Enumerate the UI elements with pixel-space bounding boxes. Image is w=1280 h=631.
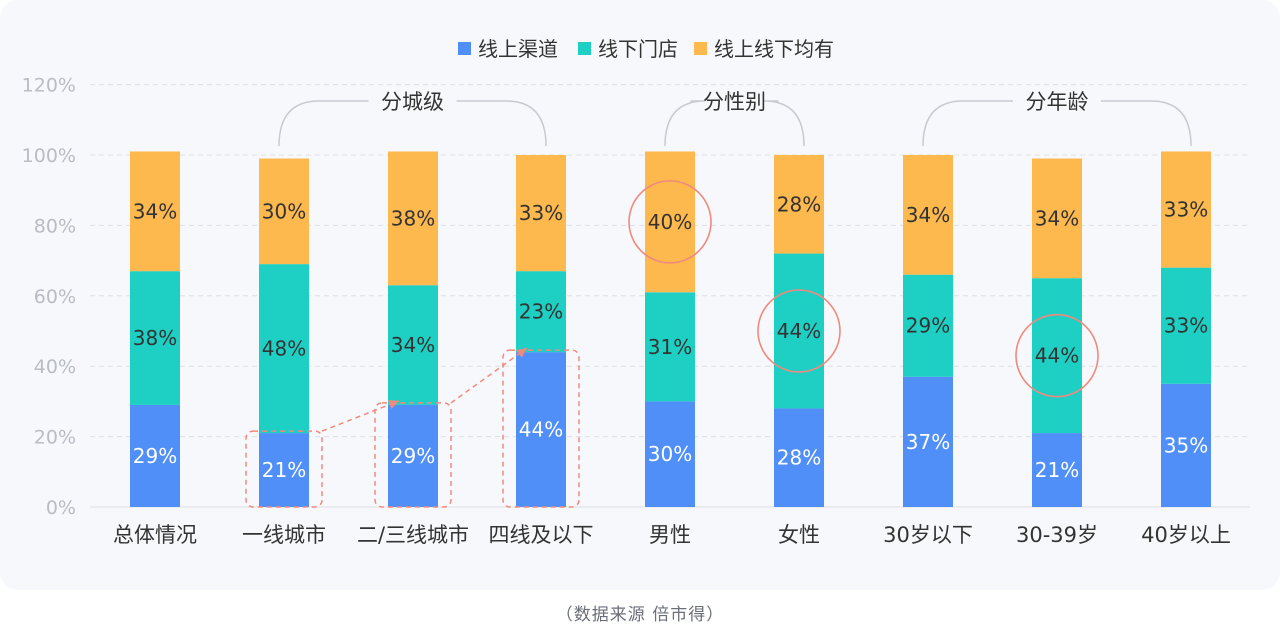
bar-segment (130, 271, 180, 405)
bar-segment (130, 404, 180, 507)
bar-segment (1032, 433, 1082, 507)
category-label: 40岁以上 (1141, 523, 1231, 547)
group-bracket (922, 100, 1013, 147)
trend-arrow-line (450, 347, 528, 404)
data-label: 48% (262, 337, 306, 361)
data-label: 28% (777, 192, 821, 216)
bar-segment (388, 285, 438, 405)
group-bracket (763, 100, 805, 147)
stacked-bar-chart: 0% 20% 40% 60% 80% 100% 120% 29% 38% 34% 总体情况 21% 48… (22, 37, 1250, 547)
y-tick-label: 60% (34, 286, 76, 308)
category-label: 一线城市 (242, 523, 326, 547)
trend-arrow-head (516, 348, 527, 358)
data-label: 37% (906, 430, 950, 454)
chart-panel: 0% 20% 40% 60% 80% 100% 120% 29% 38% 34% 总体情况 21% 48… (21, 37, 1250, 547)
category-label: 30-39岁 (1016, 523, 1098, 547)
data-label: 31% (648, 335, 692, 359)
data-label: 44% (777, 319, 821, 343)
bar-segment (903, 155, 953, 275)
bar-segment (259, 433, 309, 507)
bar-segment (259, 158, 309, 265)
bar-segment (1161, 267, 1211, 384)
category-label: 二/三线城市 (357, 523, 469, 547)
trend-arrow-line (321, 400, 400, 432)
highlight-circle (1015, 313, 1099, 398)
bar-segment (388, 151, 438, 286)
bar-segment (645, 401, 695, 507)
bar-segment (903, 274, 953, 377)
bar-segment (130, 151, 180, 272)
bar-segment (774, 408, 824, 507)
data-label: 23% (519, 300, 563, 324)
data-label: 40% (648, 210, 692, 234)
highlight-box (245, 430, 323, 508)
y-tick-label: 100% (22, 145, 76, 167)
category-label: 30岁以下 (883, 523, 973, 547)
legend-swatch (578, 42, 591, 55)
bar-segment (1161, 383, 1211, 507)
group-bracket (1101, 100, 1192, 147)
category-label: 男性 (649, 523, 691, 547)
data-label: 29% (133, 444, 177, 468)
bar-segment (645, 292, 695, 402)
data-label: 34% (133, 199, 177, 223)
bar-segment (516, 271, 566, 353)
highlight-circle (628, 180, 712, 264)
data-label: 29% (391, 444, 435, 468)
bar-segment (516, 352, 566, 507)
bar-segment (1032, 158, 1082, 279)
bar-segment (1032, 278, 1082, 434)
data-label: 44% (1035, 344, 1079, 368)
group-bracket (664, 100, 706, 147)
group-bracket (456, 100, 547, 147)
data-label: 44% (519, 418, 563, 442)
data-source-note: （数据来源 倍市得） (555, 605, 725, 625)
bar-segment (516, 155, 566, 272)
data-label: 34% (906, 203, 950, 227)
bar-segment (774, 253, 824, 409)
data-label: 35% (1164, 433, 1208, 457)
y-tick-label: 0% (46, 497, 76, 519)
data-label: 30% (262, 199, 306, 223)
data-label: 30% (648, 442, 692, 466)
category-label: 女性 (778, 523, 820, 547)
y-tick-label: 80% (34, 215, 76, 237)
data-label: 21% (1035, 458, 1079, 482)
group-label: 分城级 (381, 90, 444, 114)
data-label: 33% (519, 201, 563, 225)
data-label: 34% (391, 333, 435, 357)
data-label: 38% (133, 326, 177, 350)
y-tick-label: 40% (34, 356, 76, 378)
data-label: 34% (1035, 206, 1079, 230)
highlight-box (502, 349, 580, 508)
category-label: 四线及以下 (489, 523, 594, 547)
data-label: 33% (1164, 314, 1208, 338)
y-tick-label: 120% (22, 75, 76, 97)
bar-segment (388, 404, 438, 507)
legend-label: 线下门店 (598, 37, 678, 61)
group-label: 分年龄 (1026, 90, 1089, 114)
bar-segment (1161, 151, 1211, 268)
data-label: 21% (262, 458, 306, 482)
category-label: 总体情况 (113, 523, 197, 547)
y-tick-label: 20% (34, 427, 76, 449)
legend-label: 线上线下均有 (714, 37, 834, 61)
highlight-circle (757, 289, 841, 373)
highlight-box (374, 402, 452, 508)
legend-label: 线上渠道 (478, 37, 558, 61)
bar-segment (645, 151, 695, 293)
legend-swatch (458, 42, 471, 55)
data-label: 38% (391, 206, 435, 230)
data-label: 29% (906, 314, 950, 338)
bar-segment (259, 264, 309, 434)
data-label: 33% (1164, 198, 1208, 222)
trend-arrow-head (388, 400, 399, 409)
bar-segment (903, 376, 953, 507)
data-label: 28% (777, 446, 821, 470)
group-bracket (278, 100, 369, 147)
group-label: 分性别 (703, 90, 766, 114)
legend-swatch (694, 42, 707, 55)
bar-segment (774, 155, 824, 254)
